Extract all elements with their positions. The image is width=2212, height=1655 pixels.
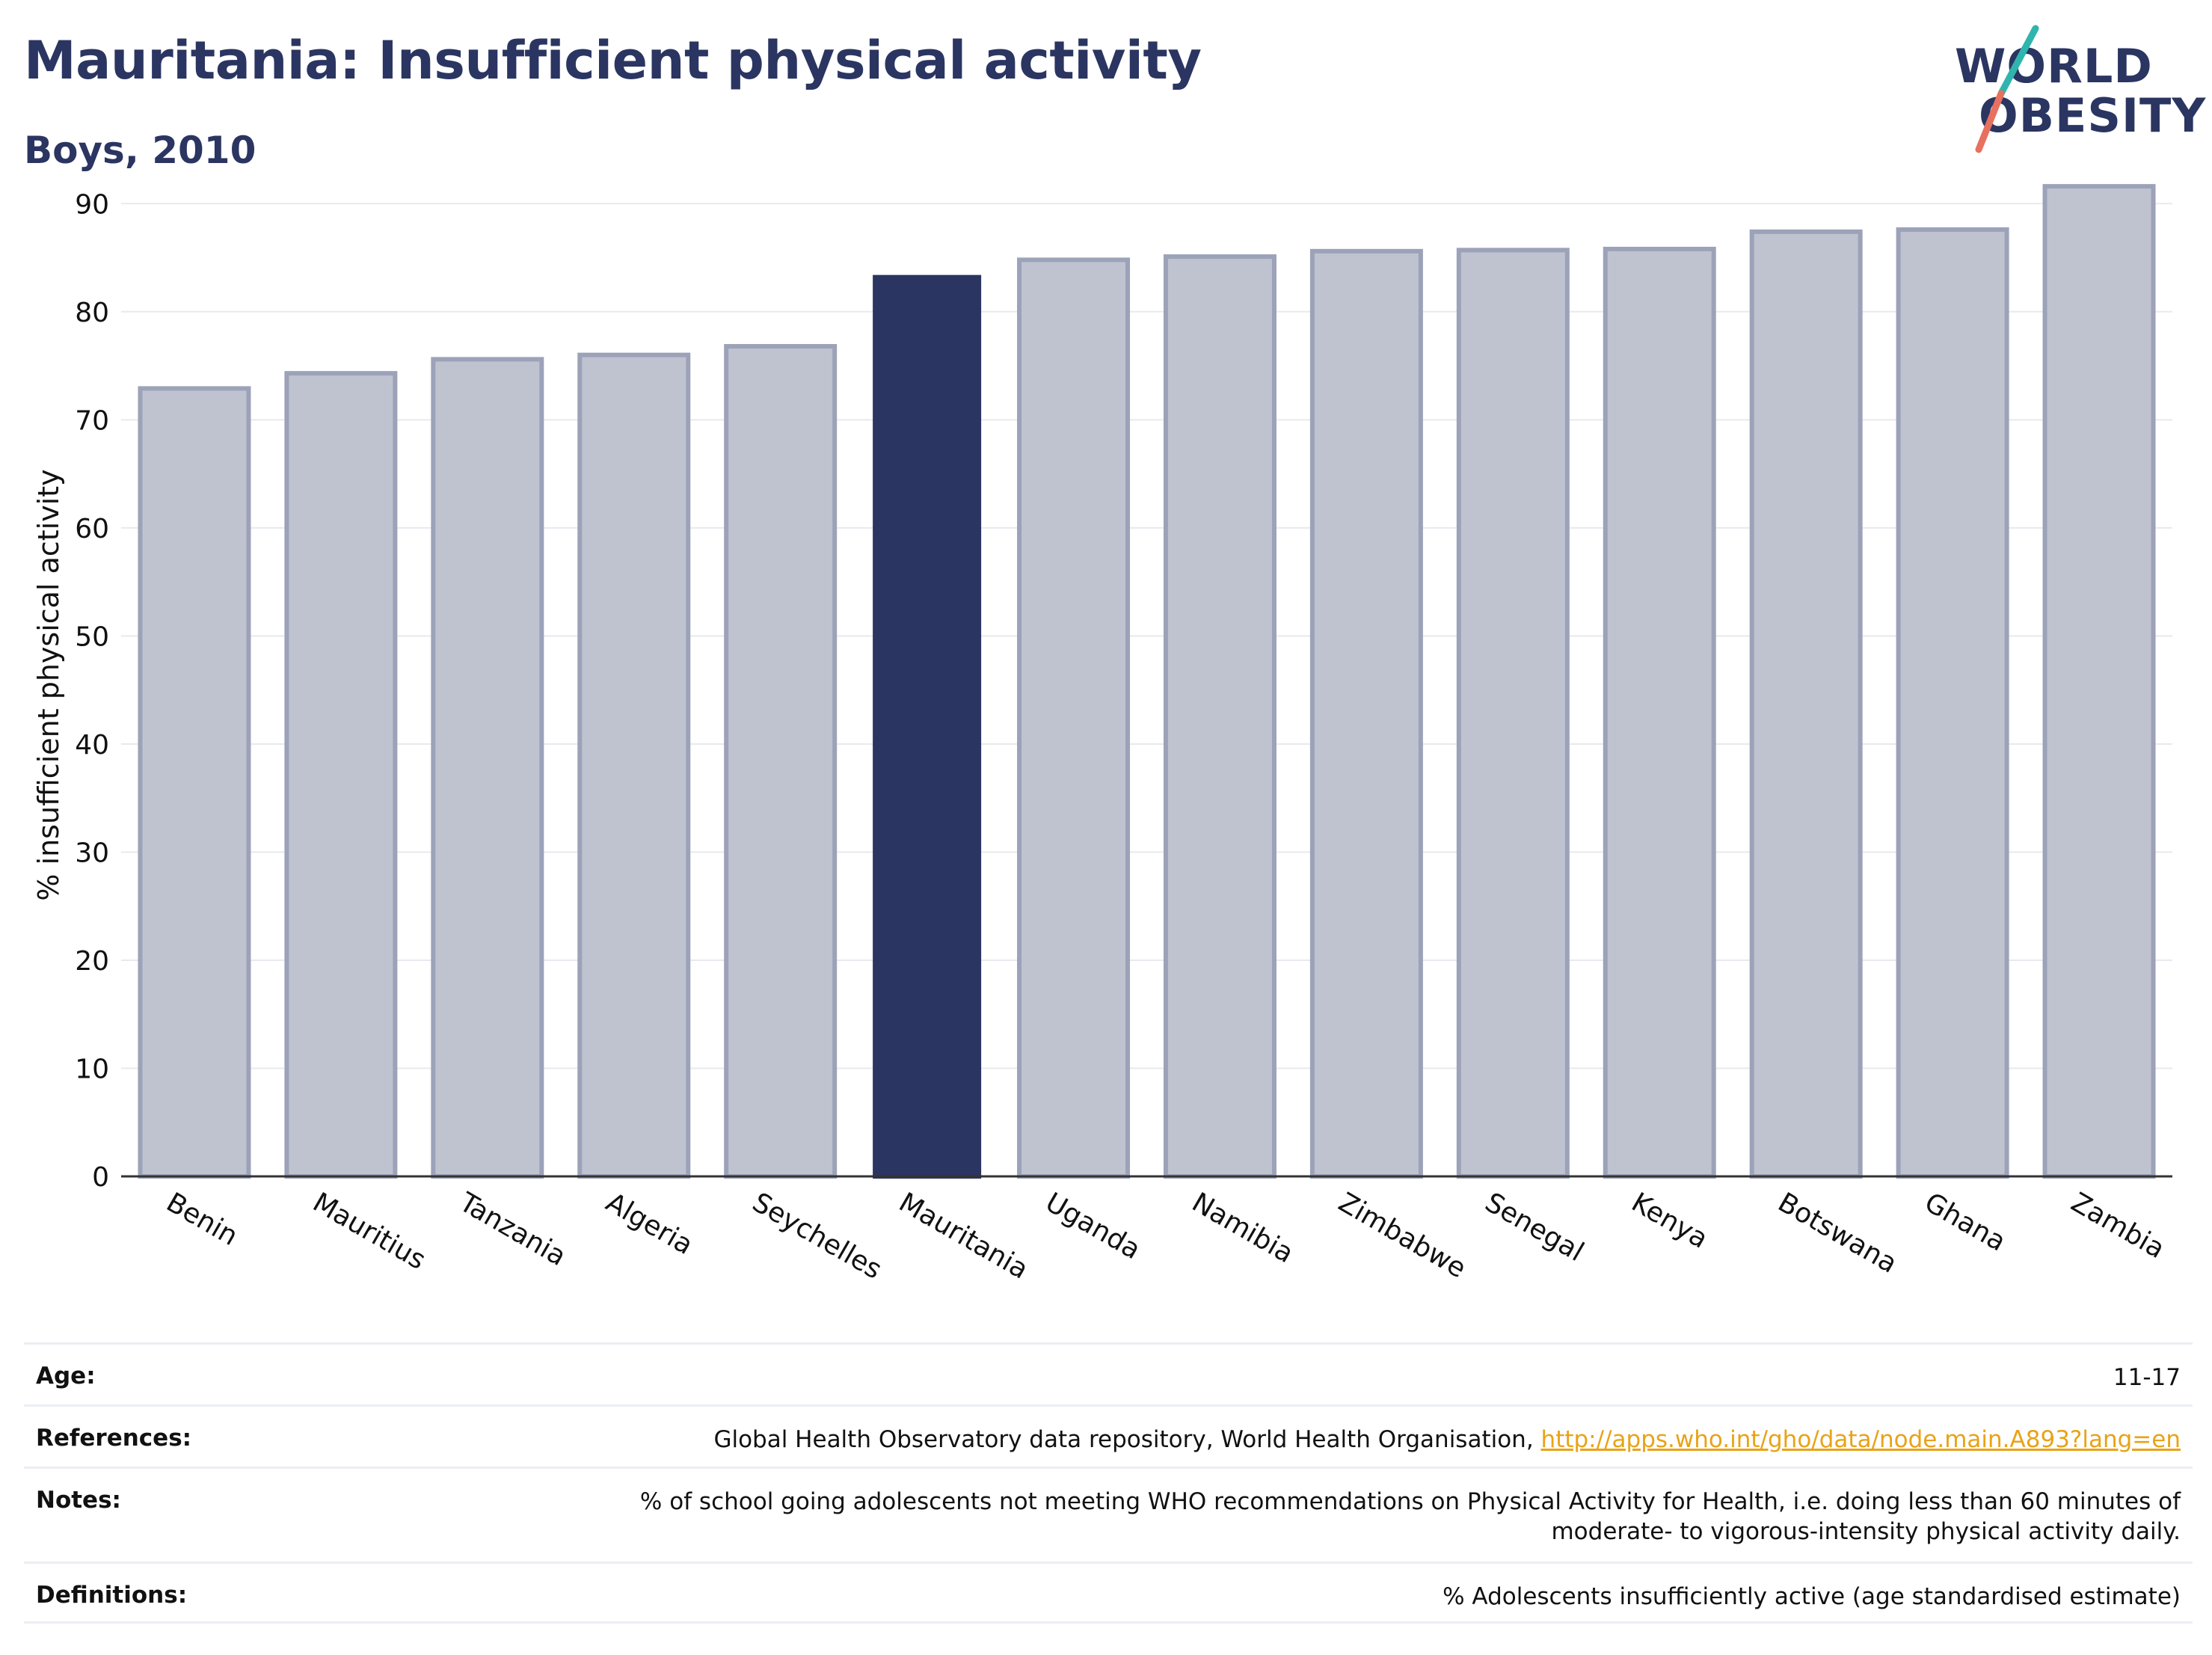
bar-uganda[interactable] bbox=[1017, 257, 1131, 1179]
y-tick-label: 40 bbox=[75, 730, 109, 761]
y-tick-label: 50 bbox=[75, 621, 109, 652]
definitions-value: % Adolescents insufficiently active (age… bbox=[1443, 1583, 2181, 1610]
y-tick-label: 10 bbox=[75, 1054, 109, 1084]
x-tick-label: Mauritania bbox=[894, 1187, 1033, 1285]
bar-tanzania[interactable] bbox=[431, 357, 544, 1179]
logo-slash-icon bbox=[1975, 25, 2039, 153]
info-row-age: Age: 11-17 bbox=[24, 1342, 2193, 1404]
bar-seychelles[interactable] bbox=[724, 344, 838, 1179]
definitions-label: Definitions: bbox=[36, 1582, 188, 1609]
x-tick-label: Kenya bbox=[1626, 1187, 1713, 1255]
y-axis-label: % insufficient physical activity bbox=[32, 469, 65, 900]
page-subtitle: Boys, 2010 bbox=[24, 129, 256, 172]
x-tick-label: Zimbabwe bbox=[1333, 1187, 1471, 1284]
x-tick-label: Namibia bbox=[1187, 1187, 1299, 1269]
y-tick-label: 0 bbox=[92, 1162, 109, 1193]
x-tick-label: Ghana bbox=[1920, 1187, 2011, 1257]
bars bbox=[138, 184, 2156, 1179]
bottom-divider bbox=[24, 1621, 2193, 1624]
bar-benin[interactable] bbox=[138, 386, 251, 1179]
age-label: Age: bbox=[36, 1363, 96, 1390]
page-title: Mauritania: Insufficient physical activi… bbox=[24, 30, 1202, 91]
x-tick-label: Seychelles bbox=[747, 1187, 887, 1285]
gridlines bbox=[121, 203, 2172, 1069]
references-link[interactable]: http://apps.who.int/gho/data/node.main.A… bbox=[1540, 1426, 2181, 1453]
y-tick-label: 60 bbox=[75, 514, 109, 544]
references-text: Global Health Observatory data repositor… bbox=[713, 1426, 1541, 1453]
bar-mauritius[interactable] bbox=[284, 371, 398, 1179]
x-tick-label: Uganda bbox=[1040, 1187, 1146, 1265]
bar-zimbabwe[interactable] bbox=[1309, 248, 1423, 1179]
y-tick-label: 20 bbox=[75, 946, 109, 977]
bar-namibia[interactable] bbox=[1163, 254, 1276, 1179]
x-tick-label: Benin bbox=[161, 1187, 242, 1252]
age-value: 11-17 bbox=[2113, 1364, 2181, 1391]
bar-ghana[interactable] bbox=[1896, 227, 2009, 1179]
bar-kenya[interactable] bbox=[1603, 246, 1716, 1179]
info-row-references: References: Global Health Observatory da… bbox=[24, 1404, 2193, 1467]
y-tick-label: 30 bbox=[75, 838, 109, 868]
references-label: References: bbox=[36, 1425, 192, 1452]
references-value: Global Health Observatory data repositor… bbox=[713, 1425, 2181, 1455]
notes-value: % of school going adolescents not meetin… bbox=[640, 1487, 2181, 1547]
x-tick-label: Tanzania bbox=[453, 1187, 571, 1272]
x-tick-label: Mauritius bbox=[307, 1187, 431, 1276]
bar-algeria[interactable] bbox=[577, 352, 691, 1179]
x-tick-label: Algeria bbox=[600, 1187, 698, 1261]
y-tick-label: 70 bbox=[75, 405, 109, 436]
x-tick-label: Senegal bbox=[1480, 1187, 1589, 1268]
x-tick-label: Zambia bbox=[2066, 1187, 2170, 1265]
notes-line1: % of school going adolescents not meetin… bbox=[639, 1488, 2181, 1515]
logo-line2: OBESITY bbox=[1979, 88, 2207, 143]
bar-botswana[interactable] bbox=[1749, 229, 1863, 1179]
bar-chart: 0 10 20 30 40 50 60 70 80 90 Benin Mauritius Tanzani… bbox=[32, 184, 2172, 1286]
info-row-definitions: Definitions: % Adolescents insufficientl… bbox=[24, 1562, 2193, 1624]
notes-label: Notes: bbox=[36, 1487, 121, 1514]
logo-line1: WORLD bbox=[1955, 39, 2153, 93]
y-tick-label: 80 bbox=[75, 298, 109, 328]
bar-senegal[interactable] bbox=[1456, 248, 1570, 1179]
info-row-notes: Notes: % of school going adolescents not… bbox=[24, 1467, 2193, 1562]
y-tick-label: 90 bbox=[75, 189, 109, 220]
x-tick-label: Botswana bbox=[1773, 1187, 1902, 1279]
world-obesity-logo[interactable]: WORLD OBESITY bbox=[1952, 22, 2205, 157]
bar-zambia[interactable] bbox=[2042, 184, 2156, 1179]
notes-line2: moderate- to vigorous-intensity physical… bbox=[1551, 1518, 2181, 1546]
bar-mauritania[interactable] bbox=[873, 274, 982, 1179]
